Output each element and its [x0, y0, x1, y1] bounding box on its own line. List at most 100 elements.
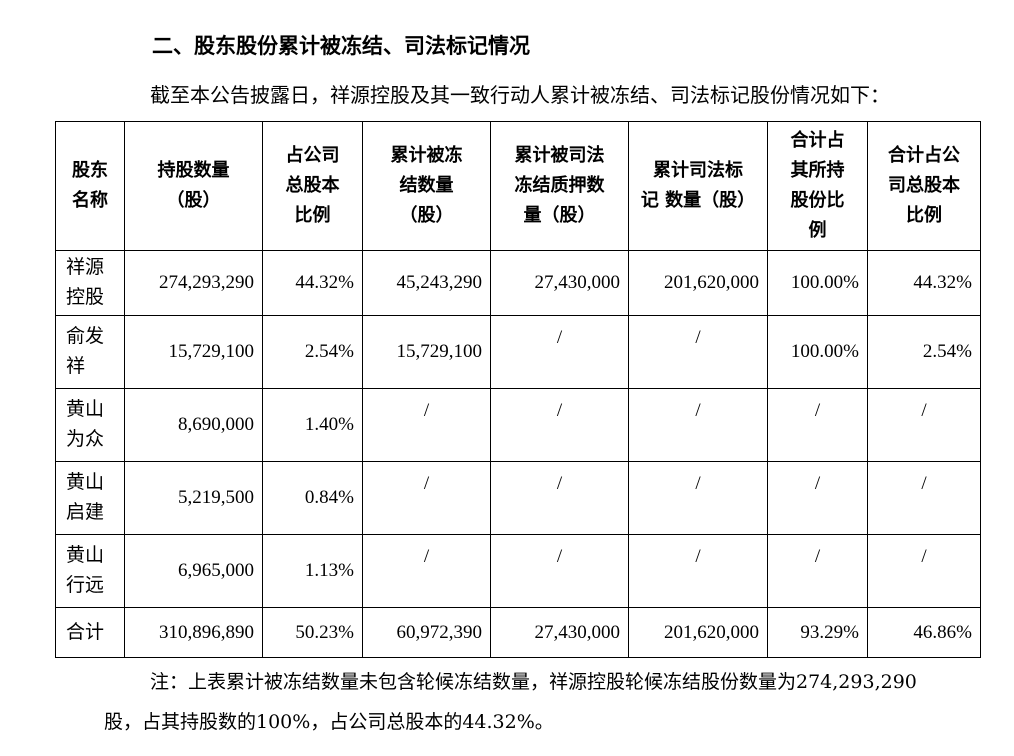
table-cell: 100.00%	[767, 315, 868, 389]
total-cell: 201,620,000	[628, 607, 768, 658]
header-line: 冻结质押数	[514, 175, 605, 196]
header-line: 例	[808, 220, 827, 241]
table-cell: 44.32%	[867, 250, 981, 316]
table-cell: /	[490, 461, 629, 535]
header-line: 结数量	[399, 175, 454, 196]
name-line: 祥	[66, 356, 86, 377]
column-header: 累计被冻结数量 （股）	[362, 121, 491, 251]
table-cell: 2.54%	[867, 315, 981, 389]
total-cell: 310,896,890	[124, 607, 263, 658]
column-header: 累计司法标记 数量（股）	[628, 121, 768, 251]
table-cell: /	[767, 534, 868, 608]
total-cell: 93.29%	[767, 607, 868, 658]
name-line: 控股	[66, 287, 105, 308]
column-header: 占公司 总股本 比例	[262, 121, 363, 251]
table-row: 祥源 控股 274,293,290 44.32% 45,243,290 27,430,00…	[55, 250, 981, 316]
header-line: 比例	[906, 205, 942, 226]
shareholder-name: 俞发祥	[55, 315, 125, 389]
table-cell: 5,219,500	[124, 461, 263, 535]
header-line: 名称	[72, 190, 108, 211]
table-cell: /	[628, 461, 768, 535]
name-line: 俞发	[66, 326, 105, 347]
header-line: （股）	[399, 205, 454, 226]
header-line: 比例	[294, 205, 331, 226]
name-line: 祥源	[66, 257, 105, 278]
table-cell: 44.32%	[262, 250, 363, 316]
total-cell: 27,430,000	[490, 607, 629, 658]
total-cell: 60,972,390	[362, 607, 491, 658]
column-header: 持股数量 （股）	[124, 121, 263, 251]
table-cell: /	[867, 388, 981, 462]
column-header: 合计占其所持股份比例	[767, 121, 868, 251]
table-header-row: 股东名称 持股数量 （股） 占公司总股本比例 累计被冻结数量 （股） 累计被司法冻结质押数量…	[55, 121, 981, 251]
table-row: 黄山 启建 5,219,500 0.84% / / / / /	[55, 461, 981, 535]
column-header: 股东 名称	[55, 121, 125, 251]
table-cell: /	[628, 315, 768, 389]
header-line: 量（股）	[523, 205, 596, 226]
section-heading: 二、股东股份累计被冻结、司法标记情况	[152, 34, 530, 58]
table-row: 黄山 为众 8,690,000 1.40% / / / / /	[55, 388, 981, 462]
table-row: 黄山 行远 6,965,000 1.13% / / / / /	[55, 534, 981, 608]
table-cell: 15,729,100	[362, 315, 491, 389]
header-line: 合计占公	[888, 145, 960, 166]
column-header: 合计占公司总股本比例	[867, 121, 981, 251]
table-row: 俞发祥 15,729,100 2.54% 15,729,100//100.00% 2.5…	[55, 315, 981, 389]
header-line: 合计占	[790, 130, 845, 151]
header-line: 占公司	[285, 145, 340, 166]
table-cell: 6,965,000	[124, 534, 263, 608]
name-line: 行远	[66, 575, 105, 596]
table-cell: /	[490, 534, 629, 608]
table-cell: /	[767, 461, 868, 535]
table-cell: /	[767, 388, 868, 462]
name-line: 黄山	[66, 545, 105, 566]
table-cell: /	[867, 534, 981, 608]
shareholder-name: 祥源 控股	[55, 250, 125, 316]
header-line: 持股数量	[157, 160, 230, 181]
frozen-shares-table: 股东名称 持股数量 （股） 占公司总股本比例 累计被冻结数量 （股） 累计被司法冻结质押数量…	[55, 121, 981, 658]
table-cell: 100.00%	[767, 250, 868, 316]
table-cell: 45,243,290	[362, 250, 491, 316]
table-cell: 8,690,000	[124, 388, 263, 462]
table-cell: 1.13%	[262, 534, 363, 608]
header-line: 股东	[72, 160, 108, 181]
table-cell: 274,293,290	[124, 250, 263, 316]
table-cell: 27,430,000	[490, 250, 629, 316]
total-cell: 46.86%	[867, 607, 981, 658]
header-line: 其所持	[790, 160, 845, 181]
table-note: 注：上表累计被冻结数量未包含轮候冻结数量，祥源控股轮候冻结股份数量为274,29…	[104, 671, 917, 733]
header-line: 累计被冻	[390, 145, 463, 166]
column-header: 累计被司法冻结质押数量（股）	[490, 121, 629, 251]
table-cell: /	[490, 315, 629, 389]
name-line: 黄山	[66, 399, 105, 420]
header-line: 股份比	[790, 190, 845, 211]
header-line: 总股本	[285, 175, 340, 196]
header-line: 累计被司法	[514, 145, 605, 166]
table-cell: 201,620,000	[628, 250, 768, 316]
name-line: 启建	[66, 502, 105, 523]
table-cell: /	[362, 461, 491, 535]
total-label: 合计	[55, 607, 125, 658]
table-cell: 1.40%	[262, 388, 363, 462]
shareholder-name: 黄山 行远	[55, 534, 125, 608]
header-line: （股）	[166, 190, 221, 211]
total-row: 合计 310,896,890 50.23% 60,972,390 27,430,000 2…	[55, 607, 981, 658]
header-line: 司总股本	[888, 175, 960, 196]
table-cell: /	[628, 388, 768, 462]
name-line: 为众	[66, 429, 105, 450]
table-cell: /	[628, 534, 768, 608]
table-cell: /	[867, 461, 981, 535]
header-line: 记 数量（股）	[640, 190, 756, 211]
shareholder-name: 黄山 启建	[55, 461, 125, 535]
table-cell: 15,729,100	[124, 315, 263, 389]
table-cell: 2.54%	[262, 315, 363, 389]
total-cell: 50.23%	[262, 607, 363, 658]
shareholder-name: 黄山 为众	[55, 388, 125, 462]
name-line: 黄山	[66, 472, 105, 493]
table-cell: /	[362, 388, 491, 462]
header-line: 累计司法标	[653, 160, 743, 181]
table-cell: 0.84%	[262, 461, 363, 535]
table-cell: /	[362, 534, 491, 608]
table-cell: /	[490, 388, 629, 462]
intro-paragraph: 截至本公告披露日，祥源控股及其一致行动人累计被冻结、司法标记股份情况如下：	[150, 83, 890, 107]
